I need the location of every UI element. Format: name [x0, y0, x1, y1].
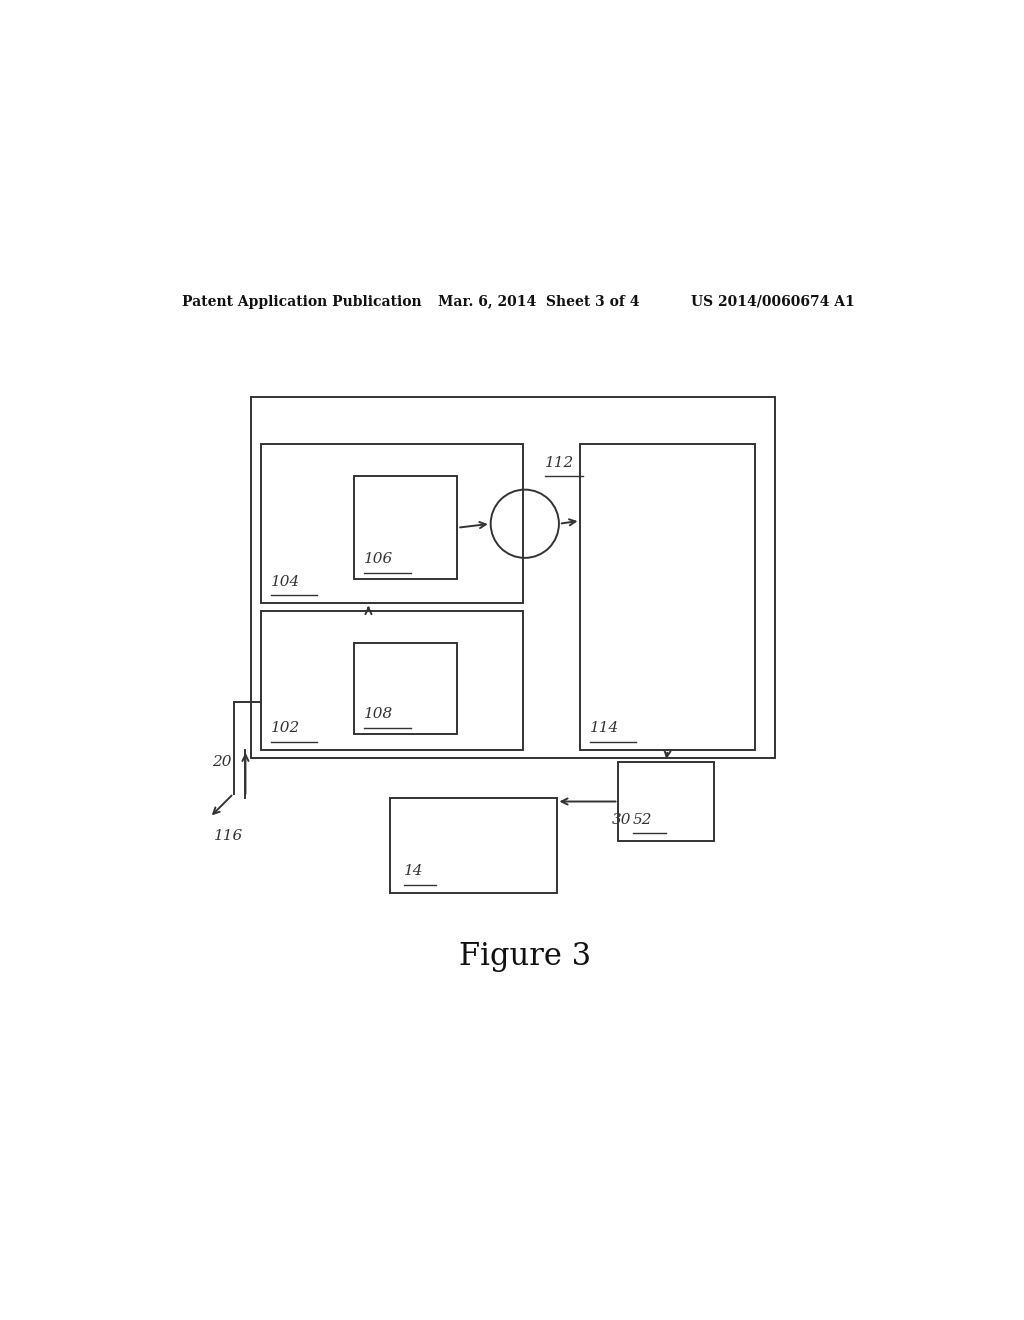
- Bar: [261, 611, 523, 750]
- Text: 102: 102: [270, 722, 300, 735]
- Text: 52: 52: [633, 813, 652, 826]
- Bar: [354, 477, 458, 579]
- Text: 30: 30: [612, 813, 632, 826]
- Text: 108: 108: [364, 708, 393, 721]
- Bar: [618, 762, 714, 841]
- Text: US 2014/0060674 A1: US 2014/0060674 A1: [691, 294, 855, 309]
- Bar: [581, 445, 755, 750]
- Text: 114: 114: [590, 722, 620, 735]
- Text: 116: 116: [214, 829, 243, 842]
- Text: 104: 104: [270, 574, 300, 589]
- Text: 20: 20: [212, 755, 231, 768]
- Text: 112: 112: [545, 457, 573, 470]
- Text: Mar. 6, 2014  Sheet 3 of 4: Mar. 6, 2014 Sheet 3 of 4: [437, 294, 639, 309]
- Bar: [261, 445, 523, 603]
- Bar: [251, 397, 775, 758]
- Bar: [390, 797, 557, 892]
- Text: Patent Application Publication: Patent Application Publication: [182, 294, 422, 309]
- Bar: [354, 643, 458, 734]
- Text: 106: 106: [364, 553, 393, 566]
- Text: 14: 14: [404, 865, 424, 878]
- Text: Figure 3: Figure 3: [459, 941, 591, 972]
